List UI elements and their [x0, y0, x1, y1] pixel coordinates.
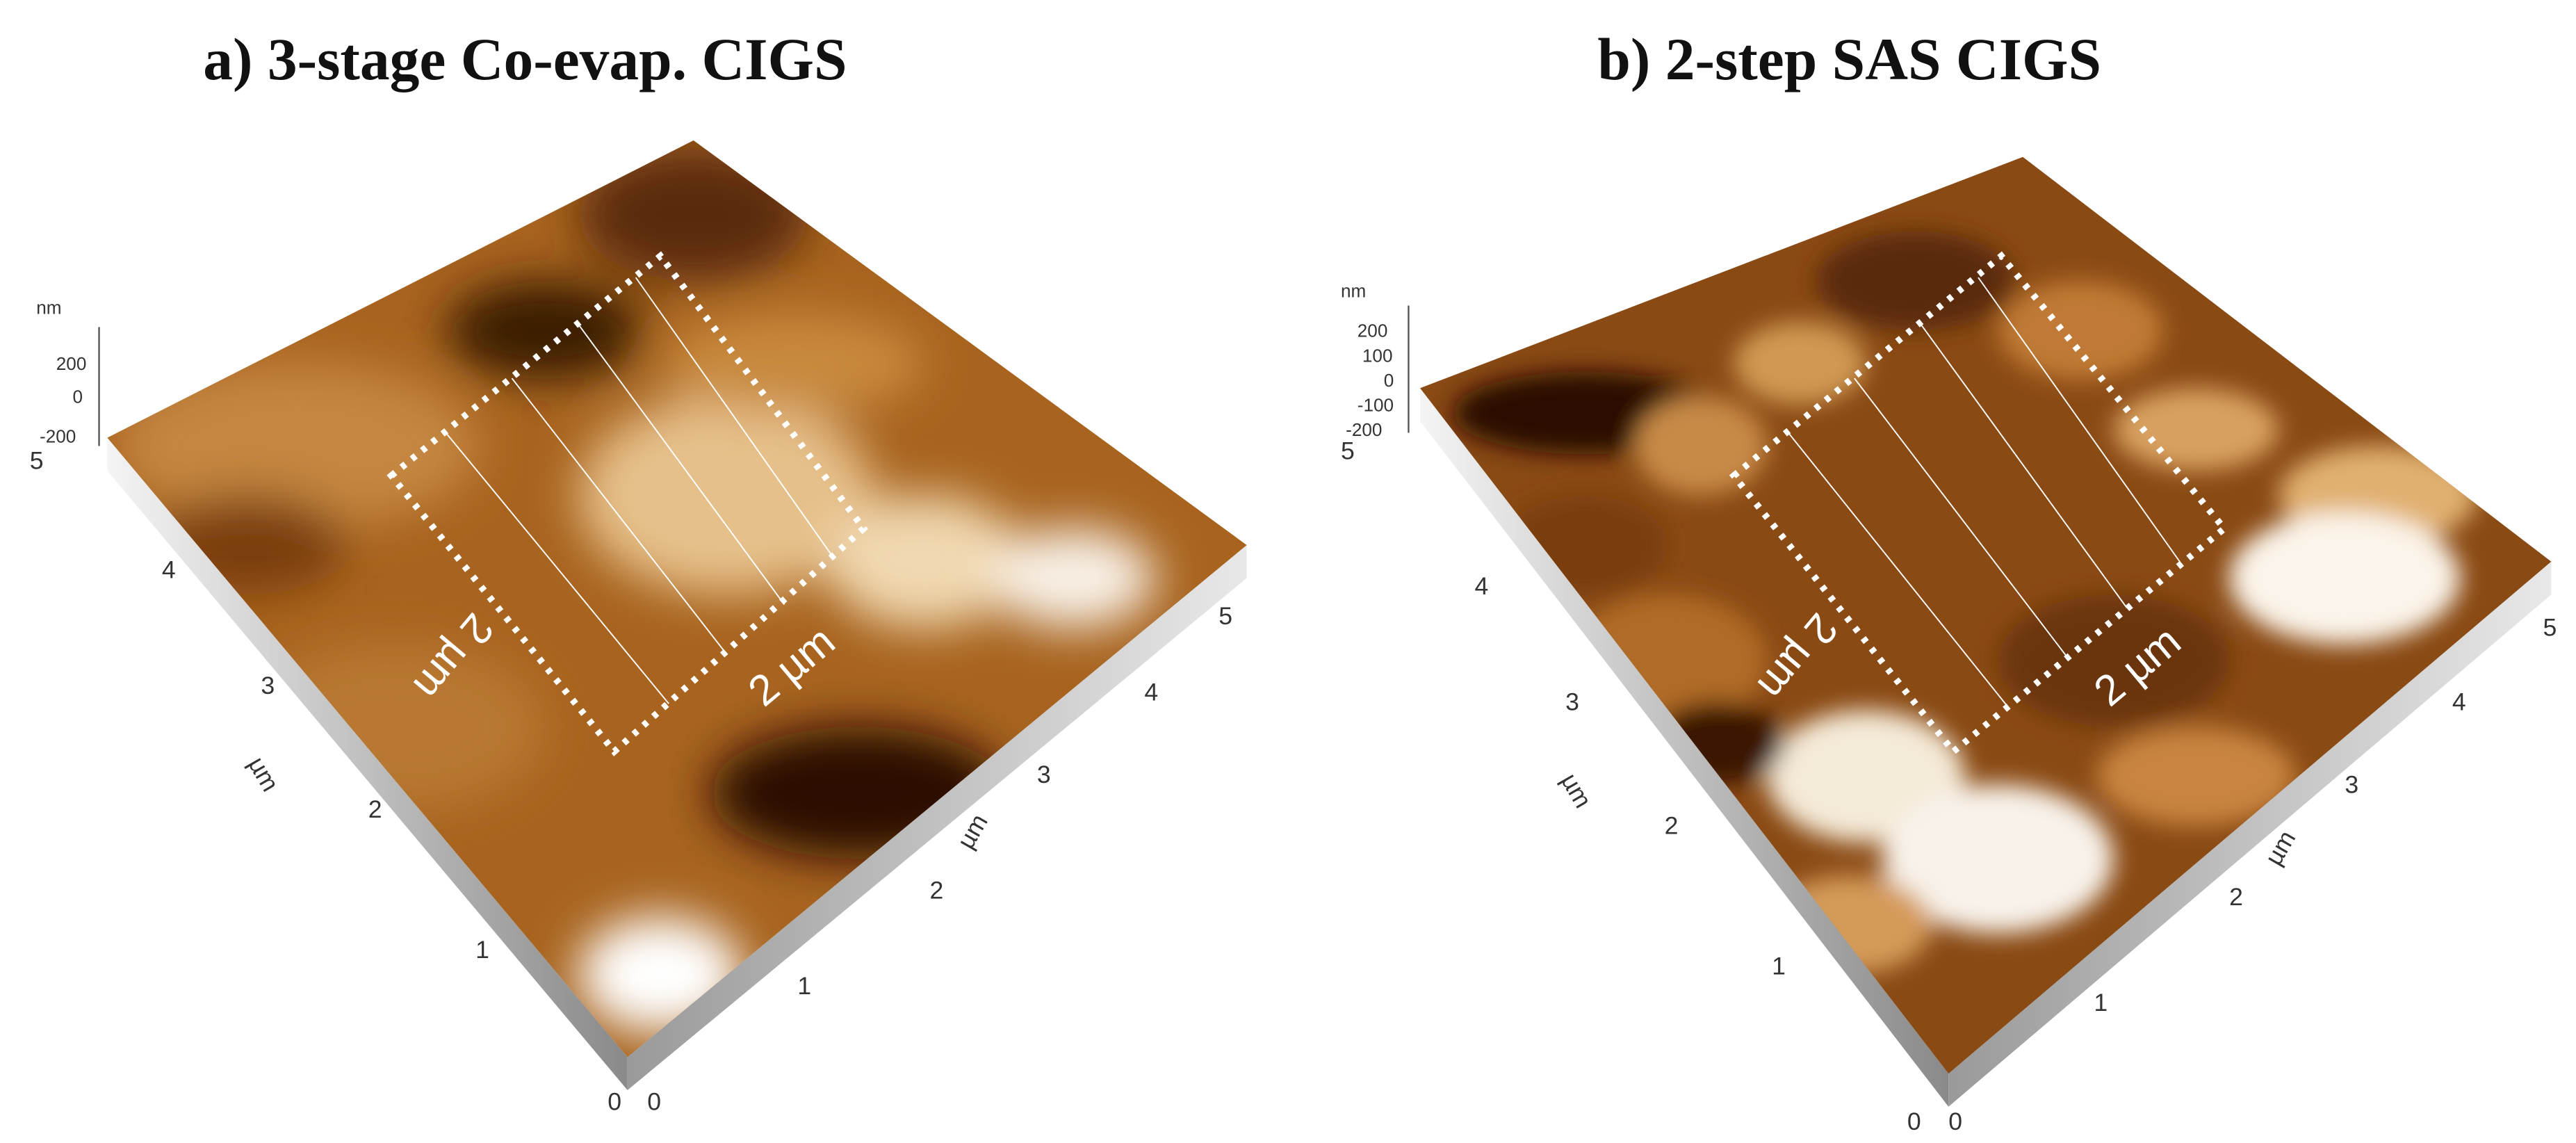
y-tick-label: 5: [1341, 437, 1355, 464]
panel-b: b) 2-step SAS CIGS: [1341, 27, 2557, 1135]
z-tick-label: -100: [1358, 395, 1394, 416]
x-tick-label: 2: [929, 876, 943, 904]
x-tick-label: 4: [2452, 688, 2466, 716]
panel-a: a) 3-stage Co-evap. CIGS: [30, 27, 1247, 1115]
z-tick-label: 200: [56, 353, 87, 374]
x-tick-label: 3: [1037, 761, 1051, 788]
selection-box: [386, 251, 868, 756]
y-tick-label: 0: [1907, 1108, 1921, 1135]
z-tick-label: 0: [73, 387, 83, 407]
y-tick-label: 3: [1565, 688, 1579, 716]
base-side: [1420, 388, 1949, 1107]
z-unit: nm: [1341, 281, 1366, 302]
x-tick-label: 0: [647, 1087, 661, 1115]
x-tick-label: 1: [2094, 989, 2108, 1016]
panel-title: b) 2-step SAS CIGS: [1597, 27, 2101, 92]
z-tick-label: -200: [1346, 419, 1382, 440]
y-tick-label: 0: [608, 1087, 621, 1115]
x-tick-label: 2: [2229, 883, 2243, 911]
z-tick-label: 200: [1358, 321, 1388, 341]
base-side: [627, 544, 1247, 1090]
y-unit: µm: [1556, 768, 1597, 812]
y-tick-label: 1: [1772, 952, 1786, 980]
x-tick-label: 3: [2345, 770, 2358, 798]
x-tick-label: 5: [1218, 602, 1232, 630]
x-tick-label: 4: [1144, 678, 1158, 706]
y-tick-label: 1: [475, 936, 489, 964]
y-tick-label: 2: [1665, 812, 1679, 840]
z-unit: nm: [36, 297, 61, 318]
z-tick-label: 0: [1384, 370, 1394, 391]
z-tick-label: -200: [40, 426, 76, 447]
y-tick-label: 5: [30, 447, 44, 475]
x-tick-label: 0: [1948, 1108, 1962, 1135]
y-unit: µm: [243, 752, 284, 796]
x-tick-label: 1: [797, 972, 811, 1000]
z-tick-label: 100: [1362, 345, 1393, 366]
y-tick-label: 3: [261, 672, 275, 699]
y-tick-label: 4: [1474, 572, 1488, 600]
base-side: [107, 437, 628, 1090]
x-tick-label: 5: [2543, 614, 2557, 642]
y-tick-label: 4: [162, 556, 176, 584]
y-tick-label: 2: [368, 795, 382, 823]
base-side: [1948, 561, 2552, 1107]
panel-title: a) 3-stage Co-evap. CIGS: [203, 27, 847, 92]
selection-box: [1729, 251, 2229, 756]
